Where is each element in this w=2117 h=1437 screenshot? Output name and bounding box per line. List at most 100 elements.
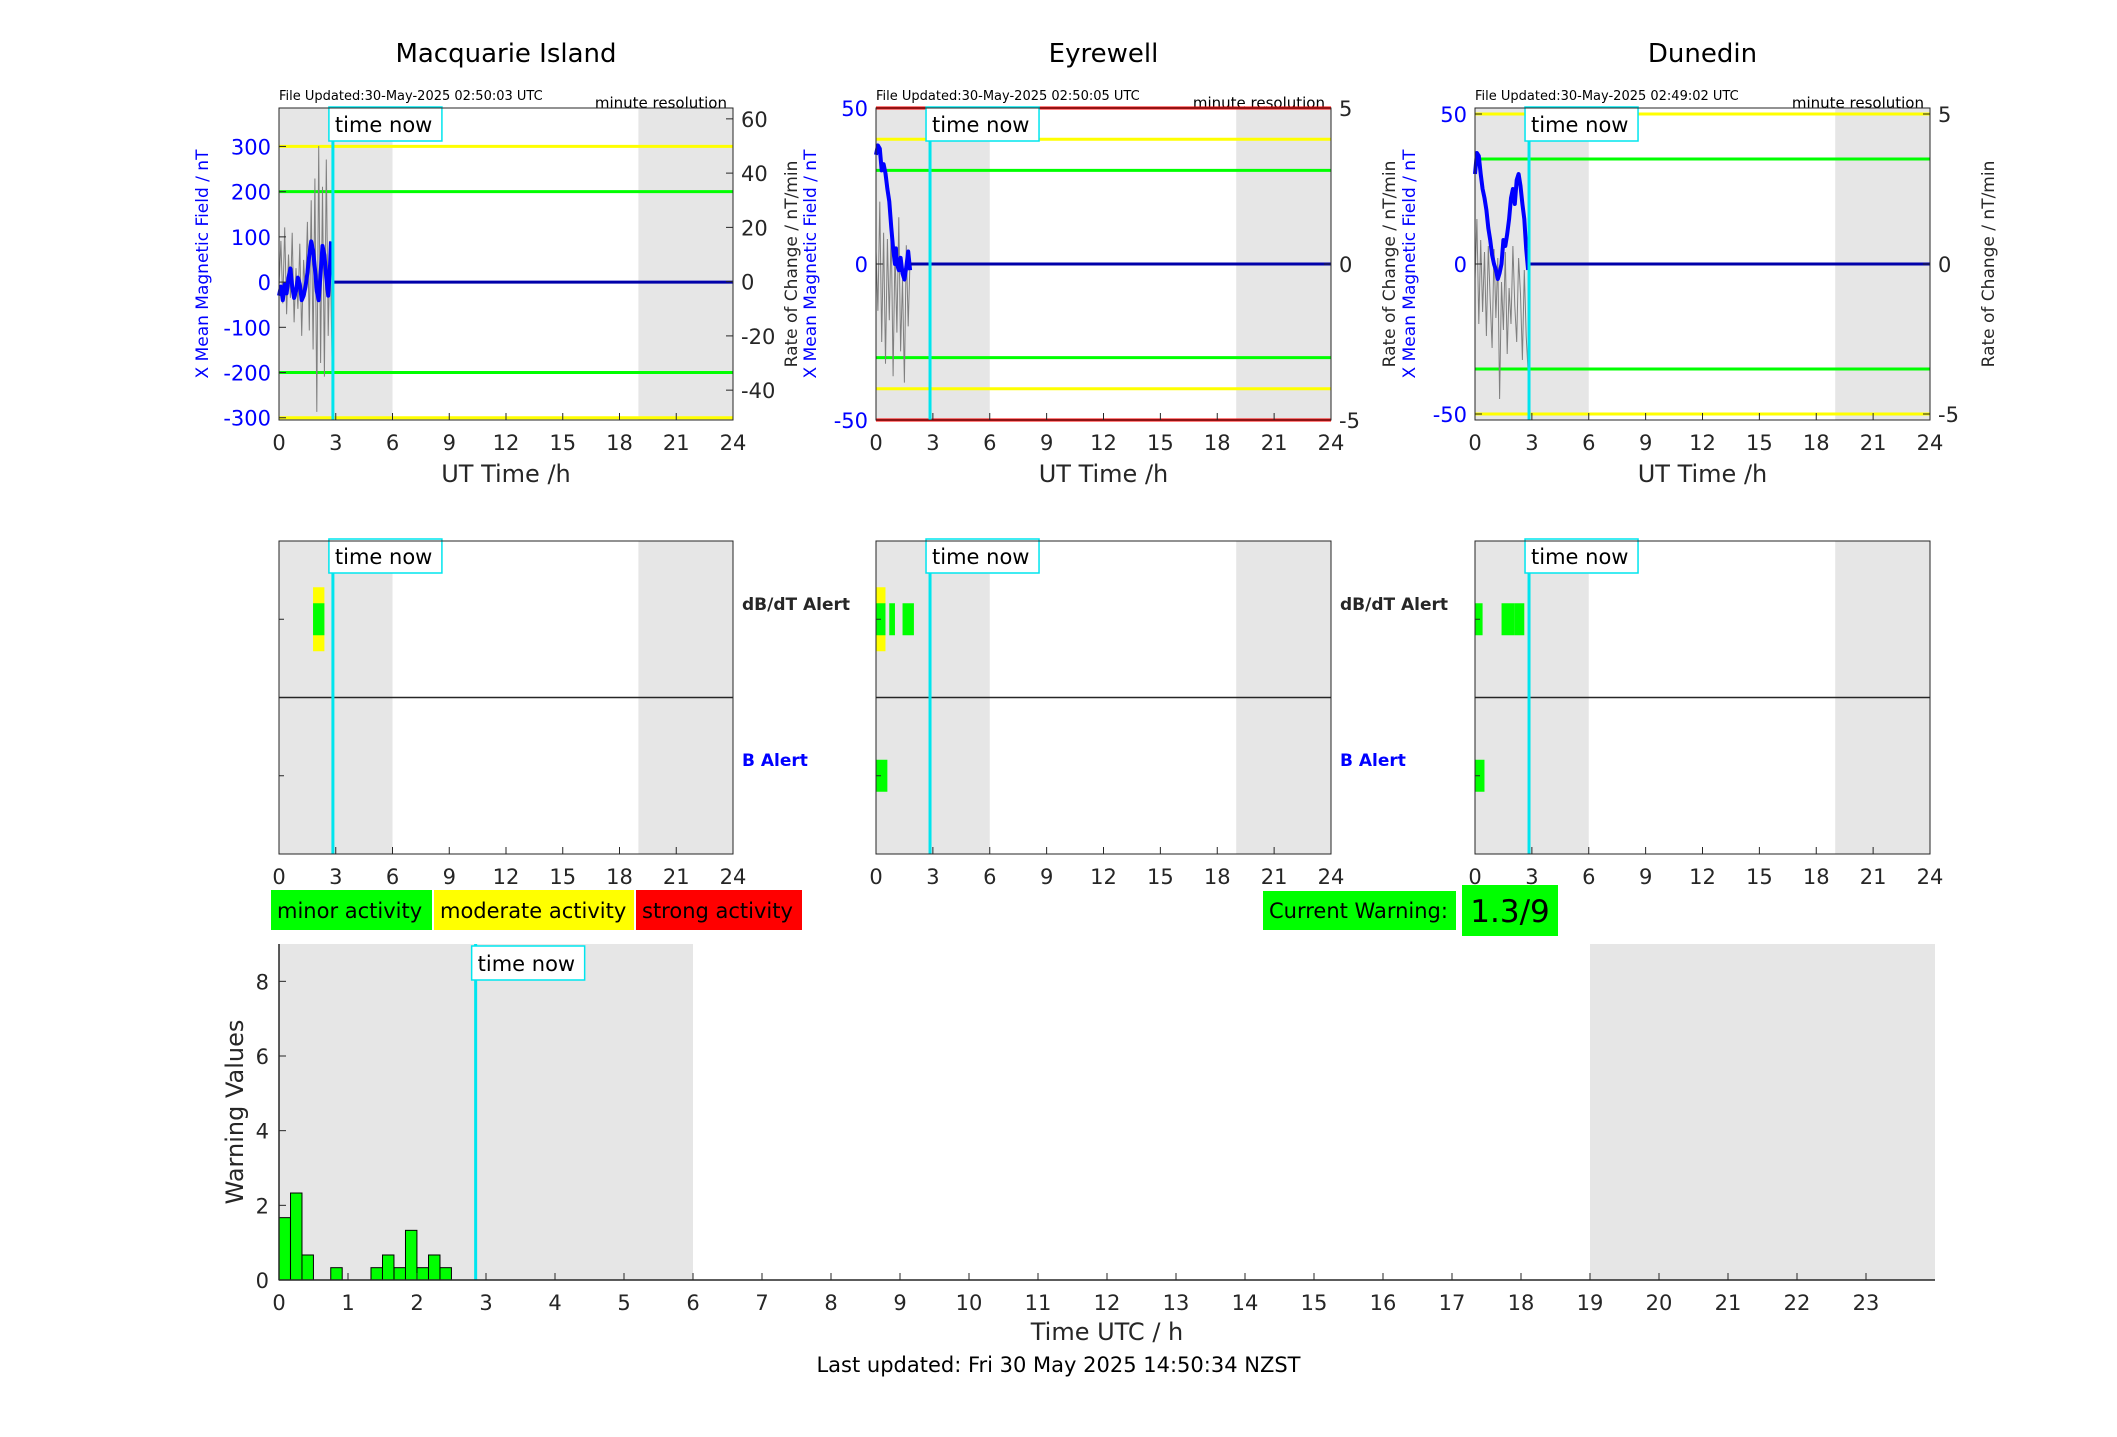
x-tick-label: 0 (272, 865, 285, 889)
x-tick-label: 9 (1040, 865, 1053, 889)
x-tick-label: 3 (926, 865, 939, 889)
left-tick-label: -200 (223, 362, 271, 386)
last-updated: Last updated: Fri 30 May 2025 14:50:34 N… (816, 1353, 1301, 1377)
x-tick-label: 9 (1639, 865, 1652, 889)
warning-bar (330, 1267, 343, 1281)
x-tick-label: 13 (1163, 1291, 1190, 1315)
right-axis-label: Rate of Change / nT/min (782, 161, 802, 368)
left-tick-label: 300 (231, 135, 271, 159)
site-panel-2: Dunedin File Updated:30-May-2025 02:49:02… (1400, 39, 1999, 488)
x-tick-label: 0 (272, 1291, 285, 1315)
x-axis-label: Time UTC / h (1030, 1318, 1184, 1346)
legend-swatch (434, 890, 634, 930)
left-axis-label: X Mean Magnetic Field / nT (1400, 149, 1420, 379)
legend-swatch (271, 890, 432, 930)
x-tick-label: 7 (755, 1291, 768, 1315)
x-tick-label: 8 (824, 1291, 837, 1315)
x-tick-label: 18 (1803, 431, 1830, 455)
x-tick-label: 20 (1646, 1291, 1673, 1315)
time-now-label: time now (335, 113, 432, 137)
site-title: Eyrewell (1049, 39, 1159, 69)
legend-swatch (636, 890, 802, 930)
x-tick-label: 21 (1261, 865, 1288, 889)
x-tick-label: 6 (386, 431, 399, 455)
x-tick-label: 0 (272, 431, 285, 455)
y-axis-label: Warning Values (221, 1020, 249, 1205)
dbdt-alert-label: dB/dT Alert (1340, 595, 1448, 615)
x-tick-label: 18 (606, 431, 633, 455)
x-tick-label: 17 (1439, 1291, 1466, 1315)
x-tick-label: 6 (386, 865, 399, 889)
x-tick-label: 0 (1468, 865, 1481, 889)
right-tick-label: 60 (741, 108, 768, 132)
x-tick-label: 9 (893, 1291, 906, 1315)
x-tick-label: 21 (1261, 431, 1288, 455)
file-updated-text: File Updated:30-May-2025 02:49:02 UTC (1475, 89, 1739, 104)
warning-bar (290, 1192, 303, 1281)
y-tick-label: 0 (256, 1269, 269, 1293)
x-tick-label: 18 (1204, 431, 1231, 455)
x-tick-label: 15 (1746, 431, 1773, 455)
x-tick-label: 9 (443, 865, 456, 889)
x-tick-label: 24 (1318, 865, 1345, 889)
x-tick-label: 24 (1917, 431, 1944, 455)
alert-panel-0: time now 0 3 6 9 12 15 18 21 24 (272, 538, 746, 889)
right-axis-label: Rate of Change / nT/min (1380, 161, 1400, 368)
x-tick-label: 0 (869, 865, 882, 889)
rate-of-change-series (1474, 218, 1529, 400)
left-tick-label: 100 (231, 226, 271, 250)
site-title: Dunedin (1648, 39, 1757, 69)
x-tick-label: 5 (617, 1291, 630, 1315)
x-tick-label: 6 (983, 865, 996, 889)
right-tick-label: 0 (1938, 253, 1951, 277)
site-panel-0: Macquarie Island File Updated:30-May-2025… (193, 39, 802, 488)
b-alert-label: B Alert (742, 751, 808, 771)
right-tick-label: 20 (741, 216, 768, 240)
alert-panel-2: time now 0 3 6 9 12 15 18 21 24 (1468, 538, 1944, 889)
warning-bar (301, 1254, 314, 1281)
warning-bar (404, 1229, 418, 1281)
x-tick-label: 21 (1715, 1291, 1742, 1315)
night-band (279, 944, 693, 1280)
x-tick-label: 6 (1582, 431, 1595, 455)
time-now-label: time now (335, 545, 432, 569)
time-now-box (925, 106, 1040, 142)
x-tick-label: 24 (1917, 865, 1944, 889)
night-band (1590, 944, 1935, 1280)
night-band (279, 108, 393, 420)
warning-bar (439, 1267, 452, 1281)
x-tick-label: 21 (1860, 865, 1887, 889)
x-tick-label: 21 (1860, 431, 1887, 455)
time-now-label: time now (932, 113, 1029, 137)
left-axis-label: X Mean Magnetic Field / nT (801, 149, 821, 379)
alert-segment (876, 759, 888, 792)
alert-panel-1: time now 0 3 6 9 12 15 18 21 24 (869, 538, 1345, 889)
right-tick-label: 40 (741, 162, 768, 186)
x-tick-label: 3 (1525, 431, 1538, 455)
time-now-label: time now (932, 545, 1029, 569)
right-tick-label: -5 (1938, 403, 1959, 427)
x-tick-label: 3 (1525, 865, 1538, 889)
x-tick-label: 0 (1468, 431, 1481, 455)
x-tick-label: 18 (606, 865, 633, 889)
x-tick-label: 4 (548, 1291, 561, 1315)
left-tick-label: -50 (834, 409, 868, 433)
site-panel-1: Eyrewell File Updated:30-May-2025 02:50:0… (801, 39, 1400, 488)
x-tick-label: 6 (983, 431, 996, 455)
right-tick-label: 5 (1339, 97, 1352, 121)
x-tick-label: 12 (1094, 1291, 1121, 1315)
b-alert-label: B Alert (1340, 751, 1406, 771)
dbdt-alert-label: dB/dT Alert (742, 595, 850, 615)
legend-label: strong activity (642, 899, 793, 923)
x-axis-label: UT Time /h (1638, 460, 1768, 488)
left-tick-label: 0 (855, 253, 868, 277)
x-tick-label: 9 (1639, 431, 1652, 455)
current-warning-box (1263, 891, 1456, 930)
x-tick-label: 12 (1689, 431, 1716, 455)
x-tick-label: 0 (869, 431, 882, 455)
x-tick-label: 12 (493, 431, 520, 455)
alert-segment (902, 603, 914, 636)
current-warning-value: 1.3/9 (1470, 894, 1549, 930)
x-tick-label: 1 (341, 1291, 354, 1315)
